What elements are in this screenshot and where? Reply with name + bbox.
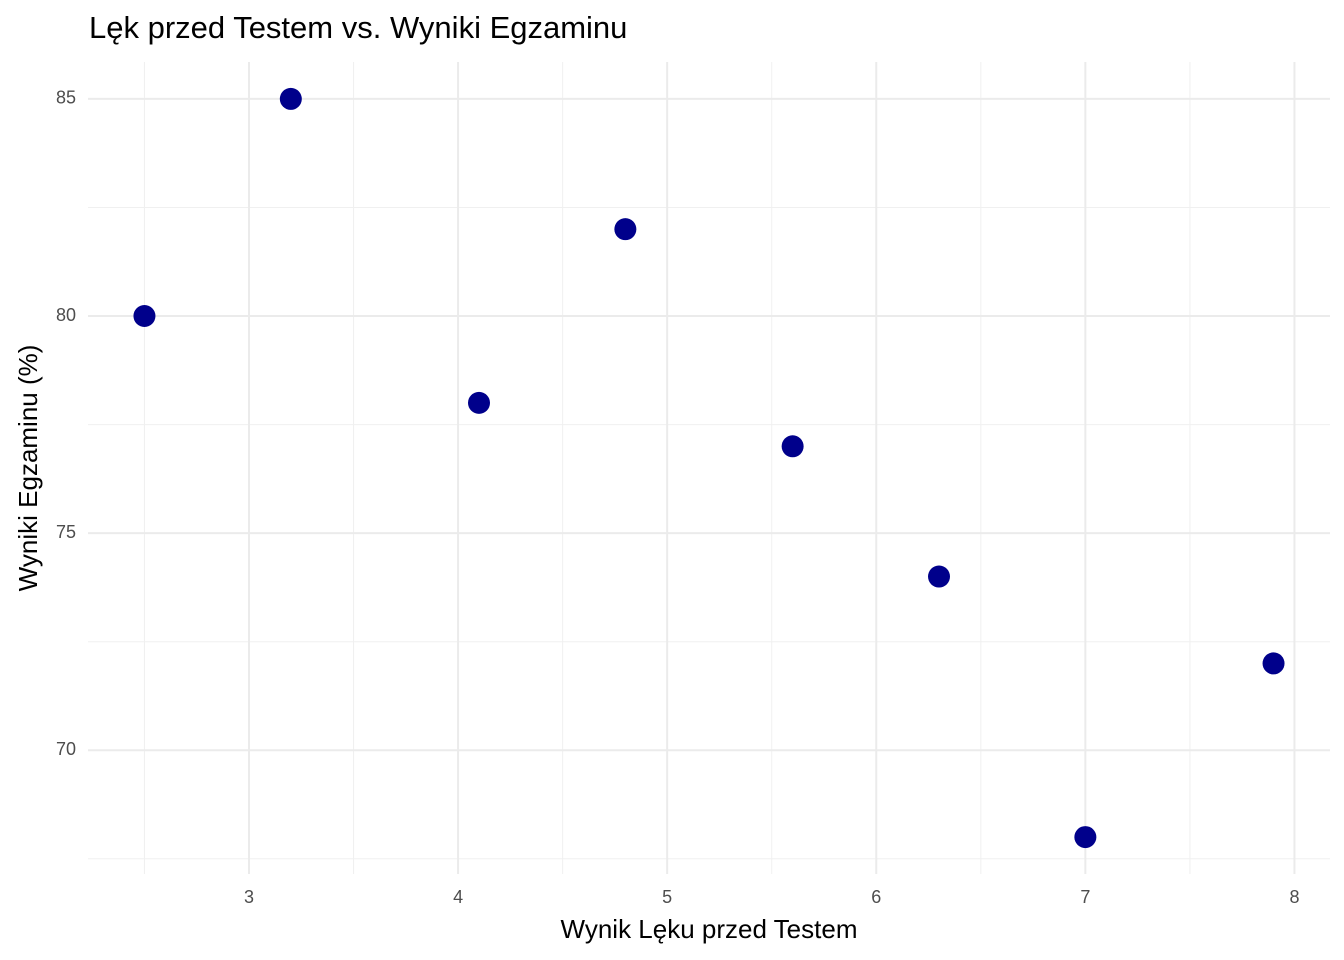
x-tick-label: 8 <box>1289 887 1299 907</box>
x-tick-label: 4 <box>453 887 463 907</box>
point <box>928 565 950 588</box>
y-tick-label: 70 <box>56 739 76 759</box>
chart-title: Lęk przed Testem vs. Wyniki Egzaminu <box>89 10 627 45</box>
point <box>781 435 804 458</box>
point <box>614 218 637 241</box>
x-axis-label: Wynik Lęku przed Testem <box>561 914 858 944</box>
y-tick-label: 75 <box>56 522 76 542</box>
x-tick-label: 3 <box>244 887 254 907</box>
x-tick-label: 6 <box>871 887 881 907</box>
y-tick-label: 85 <box>56 88 76 108</box>
x-tick-label: 7 <box>1080 887 1090 907</box>
point <box>1074 826 1097 849</box>
x-tick-label: 5 <box>662 887 672 907</box>
y-axis-label: Wyniki Egzaminu (%) <box>13 345 43 592</box>
point <box>279 87 302 110</box>
point <box>468 391 490 414</box>
y-tick-label: 80 <box>56 305 76 325</box>
point <box>133 305 156 328</box>
point <box>1262 652 1285 675</box>
